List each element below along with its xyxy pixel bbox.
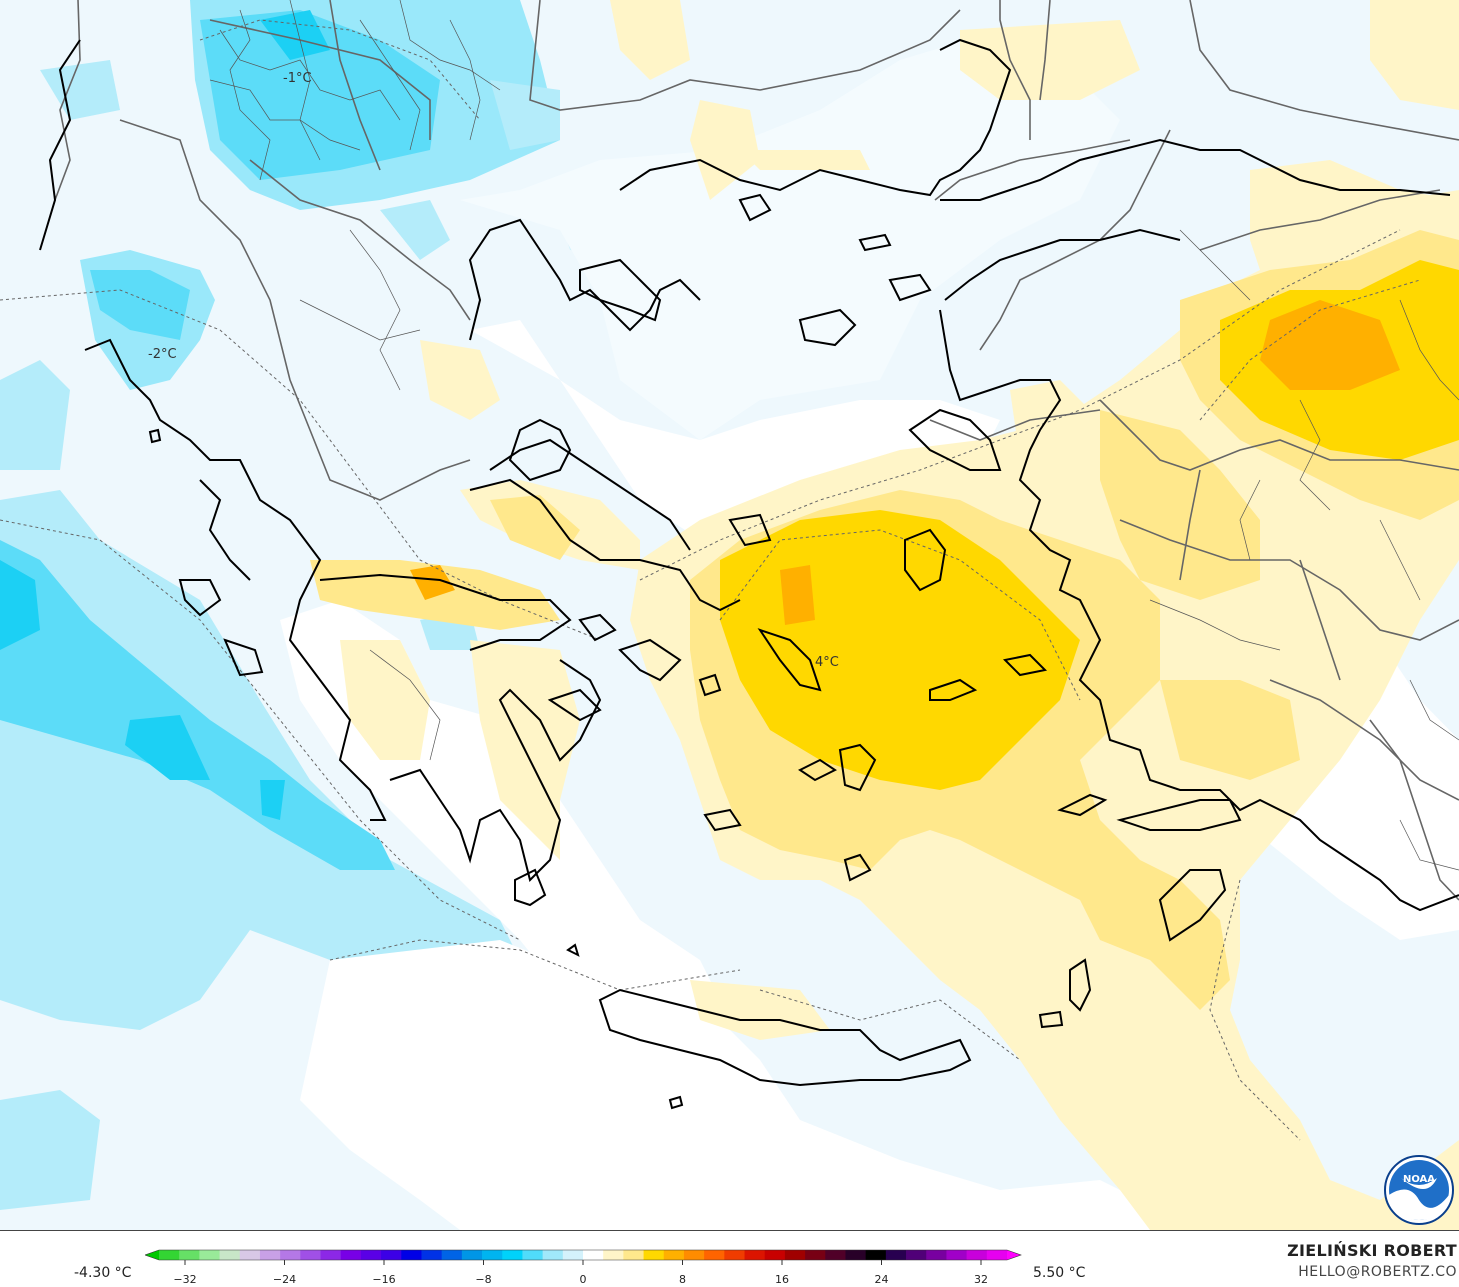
color-scale-segment (724, 1250, 745, 1260)
color-scale-segment (461, 1250, 483, 1260)
color-scale-tick-label: 32 (974, 1273, 988, 1286)
color-scale-segment (603, 1250, 624, 1260)
color-scale-outline (145, 1249, 1022, 1261)
color-scale-segment (643, 1250, 665, 1260)
contour-lines (0, 19, 1421, 1141)
legend-min-label: -4.30 °C (74, 1265, 132, 1281)
temp-label-aegean: 4°C (815, 655, 839, 670)
color-scale-segment (906, 1250, 927, 1260)
color-scale-segment (744, 1250, 766, 1260)
color-scale-segment (179, 1250, 200, 1260)
color-scale-arrow-low (145, 1250, 159, 1260)
color-scale-tick-label: −32 (173, 1273, 196, 1286)
color-scale-arrow-high (1007, 1250, 1021, 1260)
color-scale-segment (239, 1250, 261, 1260)
cold-anomaly-areas (0, 0, 700, 1210)
color-scale-segment (966, 1250, 988, 1260)
color-scale-segment (300, 1250, 321, 1260)
color-scale-segment (885, 1250, 907, 1260)
color-scale-segment (986, 1250, 1008, 1260)
country-borders (54, 0, 1459, 901)
color-scale-segment (805, 1250, 826, 1260)
color-scale-segment (159, 1250, 180, 1260)
color-scale-segment (522, 1250, 544, 1260)
color-scale-segment (381, 1250, 402, 1260)
color-scale-segment (502, 1250, 523, 1260)
color-scale-segment (583, 1250, 604, 1260)
color-scale-segment (825, 1250, 846, 1260)
color-scale-tick-label: 8 (679, 1273, 686, 1286)
color-scale-segment (663, 1250, 685, 1260)
color-scale-segment (764, 1250, 786, 1260)
color-scale-segment (360, 1250, 382, 1260)
color-scale-tick-label: 16 (775, 1273, 789, 1286)
color-scale-segment (401, 1250, 422, 1260)
color-scale-ticks: −32 −24 −16 −8 0 8 16 24 32 (173, 1260, 988, 1286)
coastlines (39, 38, 1459, 1110)
color-scale-tick-label: −8 (475, 1273, 491, 1286)
credit-email: HELLO@ROBERTZ.CO (1298, 1264, 1457, 1280)
color-scale-segment (542, 1250, 564, 1260)
noaa-logo-text: NOAA (1403, 1174, 1435, 1185)
noaa-logo: NOAA (1384, 1155, 1454, 1225)
color-scale-bar: −32 −24 −16 −8 0 8 16 24 32 (145, 1249, 1022, 1286)
color-scale-segment (845, 1250, 867, 1260)
credit-name: ZIELIŃSKI ROBERT (1287, 1241, 1457, 1260)
temperature-anomaly-map: -1°C -2°C 4°C NOAA (0, 0, 1459, 1230)
temp-label-west: -2°C (148, 347, 177, 362)
color-scale-tick-label: 0 (580, 1273, 587, 1286)
color-scale-segment (340, 1250, 362, 1260)
color-scale-segment (259, 1250, 281, 1260)
color-scale-segment (482, 1250, 503, 1260)
warm-anomaly-core (410, 230, 1459, 1010)
color-scale-segment (926, 1250, 947, 1260)
regional-borders (209, 0, 1459, 871)
color-scale-tick-label: 24 (875, 1273, 889, 1286)
color-scale-segments (145, 1249, 1022, 1261)
color-scale-tick-label: −16 (372, 1273, 395, 1286)
temp-label-north: -1°C (283, 71, 312, 86)
legend-max-label: 5.50 °C (1033, 1265, 1086, 1281)
color-scale-segment (784, 1250, 806, 1260)
color-scale-segment (562, 1250, 584, 1260)
color-scale-segment (199, 1250, 220, 1260)
color-scale-segment (704, 1250, 725, 1260)
color-scale-segment (946, 1250, 968, 1260)
color-scale-segment (441, 1250, 463, 1260)
color-scale-segment (219, 1250, 241, 1260)
color-scale-segment (320, 1250, 342, 1260)
color-scale-segment (623, 1250, 644, 1260)
color-scale-tick-label: −24 (273, 1273, 296, 1286)
color-scale-segment (280, 1250, 301, 1260)
color-scale-segment (865, 1250, 887, 1260)
color-scale-segment (421, 1250, 443, 1260)
color-scale-segment (683, 1250, 705, 1260)
map-labels: -1°C -2°C 4°C (148, 71, 839, 670)
